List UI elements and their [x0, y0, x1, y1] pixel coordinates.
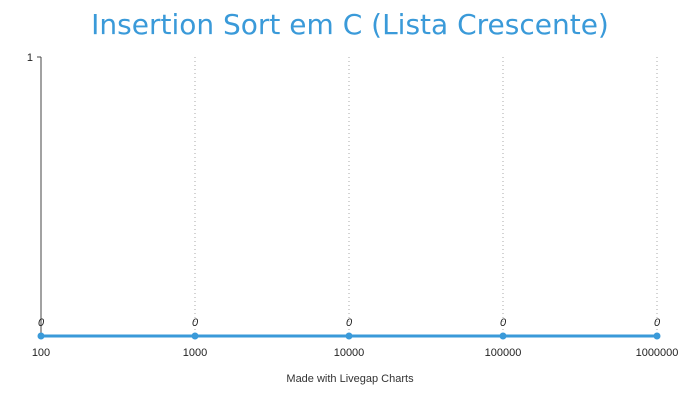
data-label: 0	[192, 317, 199, 329]
data-label: 0	[38, 317, 45, 329]
x-tick-label: 1000	[183, 347, 207, 359]
x-tick-label: 100	[32, 347, 50, 359]
watermark-credit: Made with Livegap Charts	[286, 373, 414, 385]
data-point[interactable]	[499, 332, 507, 340]
data-point[interactable]	[191, 332, 199, 340]
y-tick-label: 1	[27, 52, 33, 64]
vertical-grid-lines	[194, 57, 658, 336]
data-label: 0	[654, 317, 661, 329]
x-tick-labels: 100 1000 10000 100000 1000000	[32, 347, 679, 359]
data-point[interactable]	[345, 332, 353, 340]
series-line-group	[37, 332, 661, 340]
data-label: 0	[346, 317, 353, 329]
x-tick-label: 100000	[485, 347, 522, 359]
x-tick-label: 1000000	[636, 347, 679, 359]
chart-title: Insertion Sort em C (Lista Crescente)	[91, 8, 609, 41]
data-label: 0	[500, 317, 507, 329]
y-axis: 1	[27, 52, 42, 336]
data-point[interactable]	[653, 332, 661, 340]
data-labels: 0 0 0 0 0	[38, 317, 661, 329]
x-tick-label: 10000	[334, 347, 365, 359]
data-point[interactable]	[37, 332, 45, 340]
